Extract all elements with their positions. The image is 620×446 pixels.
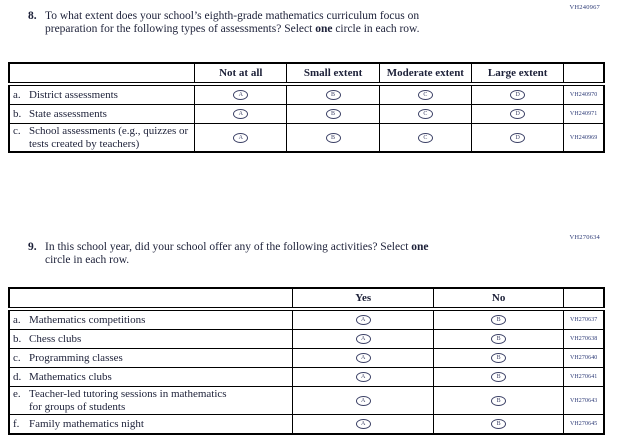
q9-row-chess-clubs: b. Chess clubs A B VH270638 [8, 329, 605, 349]
answer-bubble-no[interactable]: B [491, 419, 507, 430]
q8-row-school-assessments: c. School assessments (e.g., quizzes or t… [8, 123, 605, 153]
answer-bubble-moderate-extent[interactable]: C [417, 90, 433, 101]
q9-row-teacher-led-tutoring: e. Teacher-led tutoring sessions in mathe… [8, 386, 605, 415]
q9-text-line1: In this school year, did your school off… [45, 241, 412, 253]
q8-text-line1: To what extent does your school’s eighth… [45, 10, 420, 22]
q9-form-code: VH270634 [569, 234, 600, 241]
q8-row-district-assessments: a. District assessments A B C D VH240970 [8, 83, 605, 105]
answer-bubble-yes[interactable]: A [355, 395, 371, 406]
q8-row-state-assessments: b. State assessments A B C D VH240971 [8, 104, 605, 124]
row-code: VH270640 [563, 348, 605, 368]
row-code: VH270638 [563, 329, 605, 349]
q9-row-mathematics-clubs: d. Mathematics clubs A B VH270641 [8, 367, 605, 387]
answer-bubble-yes[interactable]: A [355, 334, 371, 345]
question-8-number: 8. [28, 10, 37, 22]
row-label: State assessments [29, 107, 107, 120]
row-code: VH270637 [563, 308, 605, 330]
row-code: VH240971 [563, 104, 605, 124]
q8-header-empty [8, 62, 196, 86]
row-label: District assessments [29, 88, 118, 101]
q8-col-header-large-extent: Large extent [470, 62, 565, 86]
answer-bubble-yes[interactable]: A [355, 419, 371, 430]
question-9-number: 9. [28, 241, 37, 253]
q8-col-header-moderate-extent: Moderate extent [378, 62, 473, 86]
answer-bubble-small-extent[interactable]: B [325, 109, 341, 120]
q9-bold-one: one [411, 241, 429, 253]
row-code: VH270645 [563, 414, 605, 435]
row-letter: a. [13, 313, 21, 326]
answer-bubble-no[interactable]: B [491, 372, 507, 383]
row-letter: f. [13, 417, 20, 430]
q9-row-mathematics-competitions: a. Mathematics competitions A B VH270637 [8, 308, 605, 330]
row-letter: b. [13, 332, 22, 345]
answer-bubble-no[interactable]: B [491, 353, 507, 364]
q9-header-empty [8, 287, 294, 311]
answer-bubble-small-extent[interactable]: B [325, 132, 341, 143]
answer-bubble-not-at-all[interactable]: A [233, 90, 249, 101]
row-letter: e. [13, 388, 21, 400]
answer-bubble-yes[interactable]: A [355, 353, 371, 364]
q9-row-family-mathematics-night: f. Family mathematics night A B VH270645 [8, 414, 605, 435]
row-code: VH240970 [563, 83, 605, 105]
q9-row-programming-classes: c. Programming classes A B VH270640 [8, 348, 605, 368]
q8-text-line2-end: circle in each row. [332, 23, 420, 35]
question-8: 8. To what extent does your school’s eig… [28, 10, 570, 36]
question-9: 9. In this school year, did your school … [28, 241, 570, 267]
answer-bubble-not-at-all[interactable]: A [233, 109, 249, 120]
q8-form-code: VH240967 [569, 4, 600, 11]
q8-header-code-empty [563, 62, 605, 86]
q9-header-code-empty [563, 287, 605, 311]
question-8-text: To what extent does your school’s eighth… [45, 10, 570, 36]
row-letter: d. [13, 370, 22, 383]
q9-answer-table: Yes No a. Mathematics competitions A B VH… [8, 287, 605, 435]
answer-bubble-large-extent[interactable]: D [510, 90, 526, 101]
row-label: Mathematics competitions [29, 313, 146, 326]
answer-bubble-moderate-extent[interactable]: C [417, 109, 433, 120]
q8-header-row: Not at all Small extent Moderate extent … [8, 62, 605, 86]
row-letter: b. [13, 107, 22, 120]
answer-bubble-small-extent[interactable]: B [325, 90, 341, 101]
q9-col-header-yes: Yes [292, 287, 434, 311]
answer-bubble-moderate-extent[interactable]: C [417, 132, 433, 143]
answer-bubble-no[interactable]: B [491, 315, 507, 326]
answer-bubble-yes[interactable]: A [355, 315, 371, 326]
answer-bubble-large-extent[interactable]: D [510, 132, 526, 143]
q8-answer-table: Not at all Small extent Moderate extent … [8, 62, 605, 153]
row-label: Mathematics clubs [29, 370, 112, 383]
q8-text-line2: preparation for the following types of a… [45, 23, 316, 35]
question-9-text: In this school year, did your school off… [45, 241, 570, 267]
q8-col-header-small-extent: Small extent [286, 62, 380, 86]
q8-col-header-not-at-all: Not at all [194, 62, 288, 86]
row-label: School assessments (e.g., quizzes or tes… [29, 125, 189, 150]
q9-text-line2: circle in each row. [45, 254, 130, 266]
answer-bubble-yes[interactable]: A [355, 372, 371, 383]
row-letter: a. [13, 88, 21, 101]
row-label: Family mathematics night [29, 417, 144, 430]
answer-bubble-not-at-all[interactable]: A [233, 132, 249, 143]
q9-col-header-no: No [432, 287, 565, 311]
row-code: VH240969 [563, 123, 605, 153]
q8-bold-one: one [315, 23, 333, 35]
row-label: Chess clubs [29, 332, 82, 345]
row-letter: c. [13, 351, 21, 364]
row-label: Teacher-led tutoring sessions in mathema… [29, 388, 227, 413]
answer-bubble-no[interactable]: B [491, 334, 507, 345]
answer-bubble-no[interactable]: B [491, 395, 507, 406]
row-label: Programming classes [29, 351, 123, 364]
q9-header-row: Yes No [8, 287, 605, 311]
row-letter: c. [13, 125, 21, 137]
row-code: VH270641 [563, 367, 605, 387]
answer-bubble-large-extent[interactable]: D [510, 109, 526, 120]
row-code: VH270643 [563, 386, 605, 415]
